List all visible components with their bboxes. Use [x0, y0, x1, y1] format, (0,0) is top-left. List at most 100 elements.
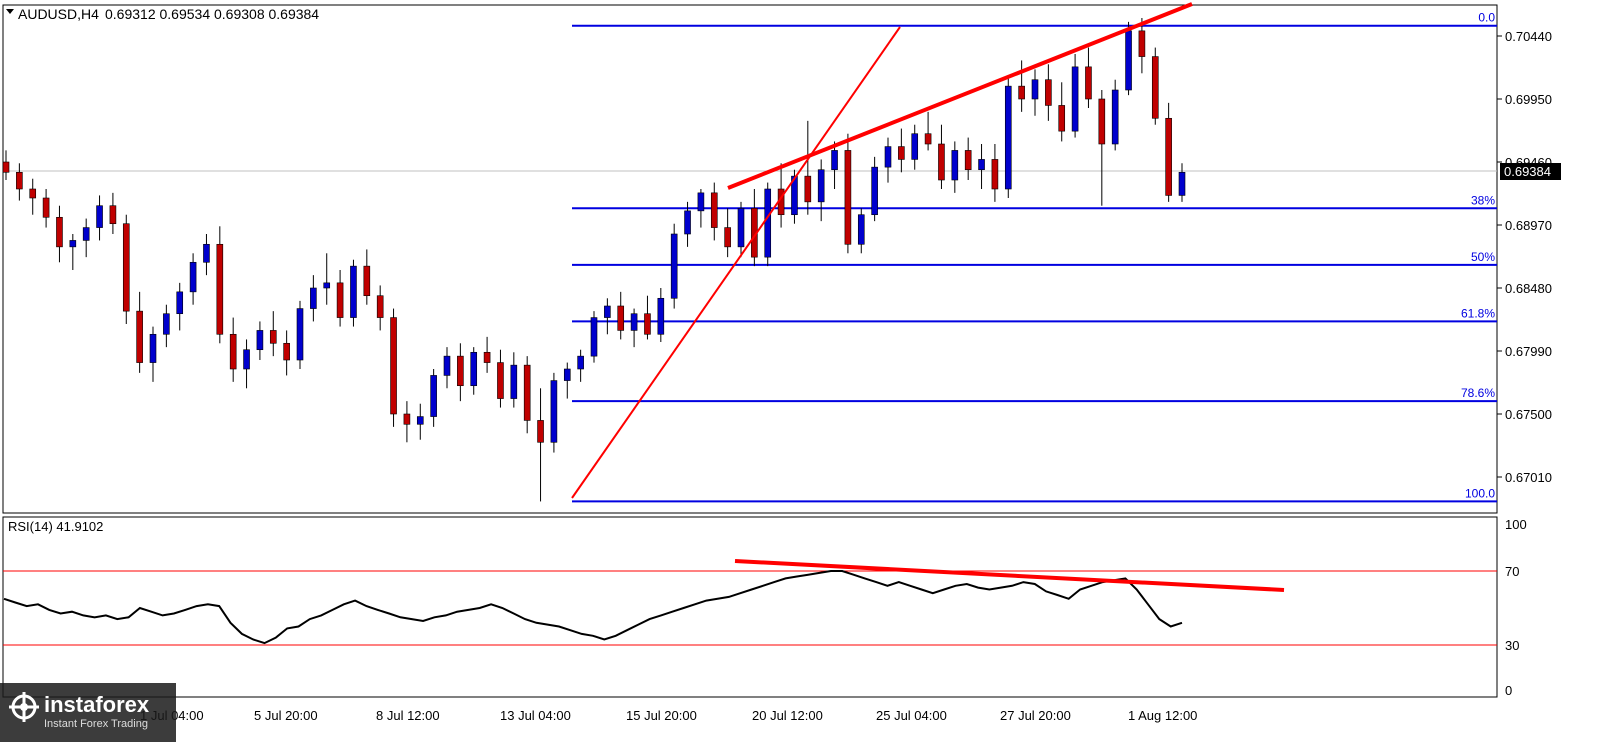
rsi-divergence-trendline[interactable] — [734, 559, 1285, 592]
candle — [269, 311, 277, 357]
time-axis: 1 Jul 04:00 5 Jul 20:00 8 Jul 12:00 13 J… — [140, 708, 1197, 723]
candle — [16, 163, 23, 201]
price-axis-tick-label: 0.69950 — [1505, 92, 1552, 107]
candle-body — [483, 351, 491, 363]
rsi-panel-frame — [2, 516, 1498, 698]
time-axis-label: 13 Jul 04:00 — [500, 708, 571, 723]
candle — [229, 317, 237, 382]
candle-body — [537, 420, 544, 443]
candle — [670, 223, 678, 309]
candle-body — [296, 308, 304, 361]
candle-body — [1178, 171, 1186, 196]
candle-body — [991, 159, 999, 190]
fib-level-label: 50% — [1471, 250, 1495, 264]
candle-body — [898, 146, 905, 160]
candle-body — [724, 227, 731, 248]
candle-body — [1111, 89, 1119, 145]
candle-body — [56, 216, 63, 248]
time-axis-label: 27 Jul 20:00 — [1000, 708, 1071, 723]
candle — [109, 192, 117, 234]
candle-body — [1138, 30, 1146, 57]
candle — [203, 234, 210, 276]
candle-body — [844, 150, 852, 245]
candle-body — [323, 282, 331, 289]
candle — [697, 189, 705, 228]
candle-body — [550, 380, 558, 443]
candle-body — [109, 205, 117, 225]
time-axis-label: 20 Jul 12:00 — [752, 708, 823, 723]
candle-body — [376, 295, 384, 318]
symbol-menu-triangle-icon[interactable] — [6, 9, 14, 14]
candle — [1151, 47, 1159, 125]
candle — [964, 137, 972, 180]
rsi-label: RSI(14) 41.9102 — [8, 519, 103, 534]
candle-body — [189, 261, 197, 293]
candle — [122, 214, 130, 324]
candle — [804, 120, 812, 215]
candle-body — [497, 362, 504, 399]
candle-body — [350, 265, 357, 318]
rsi-axis-tick-label: 70 — [1505, 564, 1519, 579]
fib-level-label: 61.8% — [1461, 306, 1495, 320]
candle — [710, 182, 718, 241]
candle-body — [176, 291, 184, 315]
candle — [523, 356, 531, 434]
candle — [323, 253, 331, 305]
current-price-badge — [1500, 163, 1561, 180]
candle — [537, 388, 544, 502]
uptrend-line-steep[interactable] — [571, 26, 901, 499]
candle — [216, 226, 224, 344]
candle — [831, 141, 838, 189]
candle — [684, 201, 691, 247]
candle — [737, 201, 745, 258]
candle — [1178, 163, 1186, 202]
candle — [630, 308, 638, 348]
candle — [136, 291, 143, 373]
candle-body — [857, 214, 865, 245]
candle — [911, 124, 919, 170]
symbol-label: AUDUSD,H4 — [18, 6, 99, 22]
fib-level-label: 78.6% — [1461, 386, 1495, 400]
watermark: instaforex Instant Forex Trading — [0, 683, 176, 742]
candle — [189, 253, 197, 305]
candle — [938, 124, 945, 189]
candle — [363, 249, 371, 305]
candle-body — [16, 171, 23, 190]
rising-resistance-trendline[interactable] — [727, 2, 1193, 190]
price-axis-tick-label: 0.67500 — [1505, 407, 1552, 422]
candle-body — [964, 150, 972, 171]
candle-body — [443, 355, 451, 376]
fibonacci-retracement[interactable]: 0.0 38% 50% 61.8% 78.6% 100.0 — [572, 11, 1497, 503]
candle-body — [1031, 79, 1039, 100]
candle-body — [470, 351, 478, 387]
candle-body — [1071, 66, 1079, 132]
candle-body — [978, 159, 985, 171]
candle-body — [1125, 30, 1132, 91]
candle-body — [817, 169, 825, 203]
price-panel-frame — [2, 4, 1498, 514]
candle — [336, 270, 344, 327]
candle-body — [871, 166, 878, 216]
candle-body — [82, 227, 90, 241]
candle-body — [416, 416, 424, 425]
rsi-axis-tick-label: 0 — [1505, 683, 1512, 698]
time-axis-label: 25 Jul 04:00 — [876, 708, 947, 723]
candle — [483, 336, 491, 373]
candle — [657, 288, 665, 342]
candle — [470, 347, 478, 395]
time-axis-label: 8 Jul 12:00 — [376, 708, 440, 723]
candle-body — [697, 192, 705, 212]
candle-body — [670, 233, 678, 299]
candlestick-series — [2, 18, 1186, 502]
time-axis-label: 5 Jul 20:00 — [254, 708, 318, 723]
candle-body — [510, 364, 518, 399]
candle-body — [403, 413, 411, 425]
candle — [577, 349, 584, 382]
candle-body — [1018, 85, 1025, 100]
candle-body — [577, 355, 584, 370]
rsi-line — [3, 570, 1183, 645]
candle-body — [216, 243, 224, 335]
candle — [256, 321, 264, 360]
